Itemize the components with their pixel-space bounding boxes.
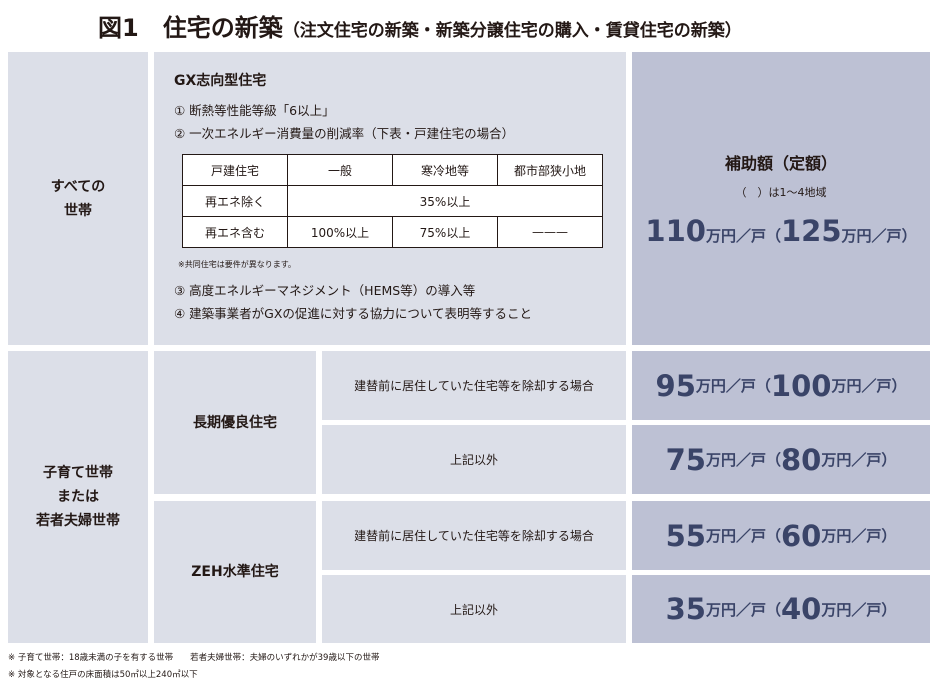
title-main: 図1 住宅の新築 xyxy=(98,14,283,42)
paren-close: ） xyxy=(901,226,917,245)
long-term-label: 長期優良住宅 xyxy=(154,351,316,494)
condition-other: 上記以外 xyxy=(322,575,626,643)
reduction-table: 戸建住宅 一般 寒冷地等 都市部狭小地 再エネ除く 35%以上 再エネ含む 10… xyxy=(182,154,603,248)
gx-item-3: ③ 高度エネルギーマネジメント（HEMS等）の導入等 xyxy=(174,283,476,298)
table-header: 寒冷地等 xyxy=(392,154,498,186)
gx-item-4: ④ 建築事業者がGXの促進に対する協力について表明等すること xyxy=(174,306,533,321)
gx-item-1: ① 断熱等性能等級「6以上」 xyxy=(174,103,335,118)
amount-value: 75 xyxy=(665,442,706,477)
amount-value: 95 xyxy=(655,368,696,403)
gx-item-2: ② 一次エネルギー消費量の削減率（下表・戸建住宅の場合） xyxy=(174,126,515,141)
table-cell: 100%以上 xyxy=(287,216,393,248)
amount-value: 55 xyxy=(665,518,706,553)
table-cell: 35%以上 xyxy=(287,185,603,217)
amount-unit: 万円／戸 xyxy=(821,600,882,619)
paren-close: ） xyxy=(891,377,907,395)
amount-value-region: 60 xyxy=(781,518,822,553)
zeh-label: ZEH水準住宅 xyxy=(154,501,316,643)
amount-value: 110 xyxy=(645,213,706,248)
table-cell: ——— xyxy=(497,216,603,248)
table-row: 戸建住宅 一般 寒冷地等 都市部狭小地 xyxy=(182,154,603,186)
amount-unit: 万円／戸 xyxy=(695,377,756,395)
amount-unit: 万円／戸 xyxy=(821,527,882,545)
condition-other: 上記以外 xyxy=(322,425,626,494)
amount-unit: 万円／戸 xyxy=(841,226,902,245)
footnote: ※ 子育て世帯：18歳未満の子を有する世帯 若者夫婦世帯：夫婦のいずれかが39歳… xyxy=(8,653,380,663)
long-rebuild-amount: 95 万円／戸（100 万円／戸） xyxy=(632,351,930,420)
amount-unit: 万円／戸 xyxy=(831,377,892,395)
footnote: ※ 対象となる住戸の床面積は50㎡以上240㎡以下 xyxy=(8,670,198,680)
amount-value: 35 xyxy=(665,592,706,626)
page-title: 図1 住宅の新築（注文住宅の新築・新築分譲住宅の購入・賃貸住宅の新築） xyxy=(98,8,742,43)
title-sub: （注文住宅の新築・新築分譲住宅の購入・賃貸住宅の新築） xyxy=(282,21,742,41)
paren-close: ） xyxy=(881,600,897,619)
gx-requirements: GX志向型住宅 ① 断熱等性能等級「6以上」 ② 一次エネルギー消費量の削減率（… xyxy=(154,52,626,345)
amount-value-region: 125 xyxy=(781,213,842,248)
zeh-rebuild-amount: 55 万円／戸（60 万円／戸） xyxy=(632,501,930,570)
table-row: 再エネ含む 100%以上 75%以上 ——— xyxy=(182,216,603,248)
amount-unit: 万円／戸 xyxy=(705,527,766,545)
paren-open: （ xyxy=(765,226,781,245)
condition-rebuild: 建替前に居住していた住宅等を除却する場合 xyxy=(322,501,626,570)
paren-open: （ xyxy=(765,451,781,469)
paren-open: （ xyxy=(765,527,781,545)
table-cell: 再エネ含む xyxy=(182,216,288,248)
table-row: 再エネ除く 35%以上 xyxy=(182,185,603,217)
condition-rebuild: 建替前に居住していた住宅等を除却する場合 xyxy=(322,351,626,420)
table-cell: 再エネ除く xyxy=(182,185,288,217)
long-other-amount: 75 万円／戸（80 万円／戸） xyxy=(632,425,930,494)
table-header: 都市部狭小地 xyxy=(497,154,603,186)
gx-amount: 110万円／戸（125万円／戸） xyxy=(645,214,916,248)
amount-value-region: 80 xyxy=(781,442,822,477)
gx-heading: GX志向型住宅 xyxy=(174,73,267,89)
all-households-label: すべての 世帯 xyxy=(8,52,148,345)
table-header: 一般 xyxy=(287,154,393,186)
amount-unit: 万円／戸 xyxy=(821,451,882,469)
paren-close: ） xyxy=(881,451,897,469)
paren-open: （ xyxy=(755,377,771,395)
zeh-other-amount: 35 万円／戸（40 万円／戸） xyxy=(632,575,930,643)
paren-open: （ xyxy=(765,600,781,619)
region-note: （ ）は1～4地域 xyxy=(735,185,827,199)
amount-unit: 万円／戸 xyxy=(705,600,766,619)
table-header: 戸建住宅 xyxy=(182,154,288,186)
paren-close: ） xyxy=(881,527,897,545)
amount-unit: 万円／戸 xyxy=(705,226,766,245)
amount-value-region: 40 xyxy=(781,592,822,626)
subsidy-heading: 補助額（定額） xyxy=(724,153,837,173)
amount-value-region: 100 xyxy=(770,368,832,403)
amount-unit: 万円／戸 xyxy=(705,451,766,469)
table-cell: 75%以上 xyxy=(392,216,498,248)
table-note: ※共同住宅は要件が異なります。 xyxy=(178,260,296,269)
gx-subsidy-cell: 補助額（定額） （ ）は1～4地域 110万円／戸（125万円／戸） xyxy=(632,52,930,345)
young-households-label: 子育て世帯 または 若者夫婦世帯 xyxy=(8,351,148,643)
